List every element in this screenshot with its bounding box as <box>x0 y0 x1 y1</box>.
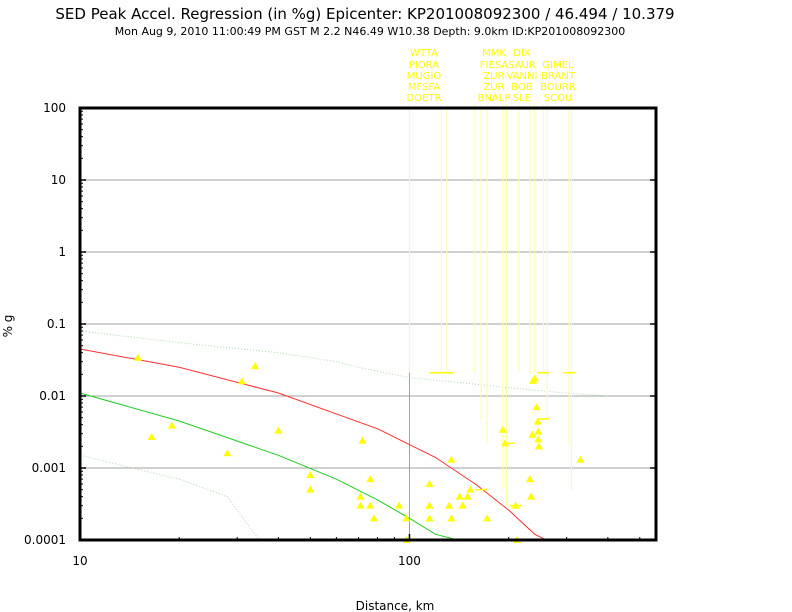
data-point <box>425 479 434 487</box>
station-label: SLE <box>513 93 531 104</box>
station-label: DIX <box>513 48 531 59</box>
data-point <box>366 475 375 483</box>
data-point <box>425 514 434 522</box>
data-point <box>306 470 315 478</box>
data-point <box>445 501 454 509</box>
axis-ticks: 0.0001 0.001 0.01 0.1 1 10 100 10 100 <box>24 101 656 568</box>
station-label: VANNI <box>507 71 538 82</box>
data-point <box>134 353 143 361</box>
data-point <box>511 501 520 509</box>
chart-subtitle: Mon Aug 9, 2010 11:00:49 PM GST M 2.2 N4… <box>114 25 626 38</box>
data-point <box>425 501 434 509</box>
data-point <box>483 514 492 522</box>
data-point <box>356 492 365 500</box>
data-point <box>402 514 411 522</box>
station-label: MMK <box>482 48 506 59</box>
data-point <box>534 427 543 435</box>
regression-curves <box>80 330 608 540</box>
data-point <box>251 362 260 370</box>
data-point <box>223 449 232 457</box>
data-point <box>498 425 507 433</box>
y-tick-label: 0.1 <box>47 317 66 331</box>
data-point <box>534 442 543 450</box>
data-point <box>395 501 404 509</box>
data-point <box>447 514 456 522</box>
x-axis-label: Distance, km <box>356 599 435 612</box>
station-label: PIORA <box>409 60 439 71</box>
data-point <box>167 421 176 429</box>
data-point <box>463 492 472 500</box>
y-tick-label: 0.001 <box>32 461 66 475</box>
station-label: SAUR <box>508 60 536 71</box>
data-point <box>147 432 156 440</box>
station-label: BOB <box>511 82 533 93</box>
data-point <box>576 455 585 463</box>
data-point <box>527 492 536 500</box>
regression-line-median <box>80 348 547 540</box>
chart-title: SED Peak Accel. Regression (in %g) Epice… <box>55 5 675 23</box>
y-tick-label: 0.0001 <box>24 533 66 547</box>
station-label: GIMEL <box>542 60 574 71</box>
station-label: BNALP <box>478 93 511 104</box>
station-label: ZUR <box>483 82 504 93</box>
x-tick-label: 100 <box>398 554 421 568</box>
data-point <box>501 439 510 447</box>
regression-line-lower <box>80 392 458 540</box>
station-label: MFSFA <box>408 82 440 93</box>
data-point <box>447 455 456 463</box>
data-point <box>525 475 534 483</box>
data-point <box>455 492 464 500</box>
grid <box>79 107 656 541</box>
station-label: DOETR <box>407 93 442 104</box>
data-point <box>369 514 378 522</box>
data-point <box>528 430 537 438</box>
data-point <box>532 403 541 411</box>
data-point <box>356 501 365 509</box>
y-tick-label: 100 <box>43 101 66 115</box>
data-point <box>466 485 475 493</box>
data-point <box>274 426 283 434</box>
station-label: BRANT <box>541 71 576 82</box>
station-label: MUGIO <box>407 71 442 82</box>
data-point <box>306 485 315 493</box>
data-point <box>530 374 539 382</box>
regression-line-lower_dotted <box>80 454 260 540</box>
data-point <box>534 435 543 443</box>
data-points <box>134 353 585 543</box>
station-label: BOURR <box>540 82 576 93</box>
station-labels: WTTA MMK DIX PIORA FIESA SAUR GIMEL MUGIO ZUR VAN… <box>407 48 576 104</box>
y-tick-label: 10 <box>51 173 66 187</box>
x-tick-label: 10 <box>72 554 87 568</box>
y-tick-label: 0.01 <box>39 389 66 403</box>
station-label: ZUR <box>483 71 504 82</box>
y-tick-label: 1 <box>58 245 66 259</box>
y-axis-label: % g <box>1 315 15 338</box>
data-point <box>458 501 467 509</box>
station-label: FIESA <box>480 60 509 71</box>
station-label: SCOU <box>544 93 573 104</box>
station-leader-lines <box>408 105 576 507</box>
data-point <box>237 377 246 385</box>
data-point <box>533 417 542 425</box>
data-point <box>358 436 367 444</box>
data-point <box>366 501 375 509</box>
station-label: WTTA <box>410 48 438 59</box>
